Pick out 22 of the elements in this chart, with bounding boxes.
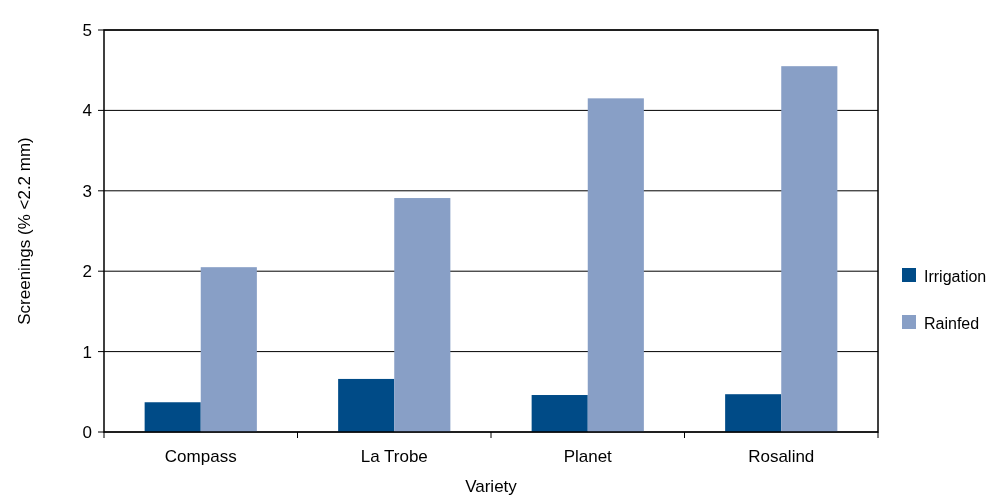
y-axis-title: Screenings (% <2.2 mm) bbox=[15, 137, 34, 325]
bar bbox=[144, 402, 201, 432]
y-tick-label: 0 bbox=[82, 422, 92, 442]
y-tick-label: 4 bbox=[82, 101, 92, 121]
bar bbox=[338, 378, 395, 432]
x-tick-label: La Trobe bbox=[360, 447, 428, 466]
x-tick-label: Planet bbox=[563, 447, 613, 466]
y-tick-label: 1 bbox=[82, 342, 92, 362]
bar bbox=[725, 394, 782, 432]
y-tick-label: 3 bbox=[82, 181, 92, 201]
x-axis-title: Variety bbox=[465, 477, 518, 496]
bar bbox=[781, 66, 838, 432]
x-tick-label: Rosalind bbox=[748, 447, 815, 466]
y-tick-label: 2 bbox=[82, 262, 92, 282]
bar bbox=[200, 267, 257, 432]
y-tick-label: 5 bbox=[82, 20, 92, 40]
bar bbox=[587, 98, 644, 432]
x-tick-label: Compass bbox=[164, 447, 237, 466]
legend-label: Rainfed bbox=[924, 314, 980, 332]
legend-label: Irrigation bbox=[924, 267, 987, 285]
bar bbox=[531, 395, 588, 432]
bar bbox=[394, 198, 451, 432]
